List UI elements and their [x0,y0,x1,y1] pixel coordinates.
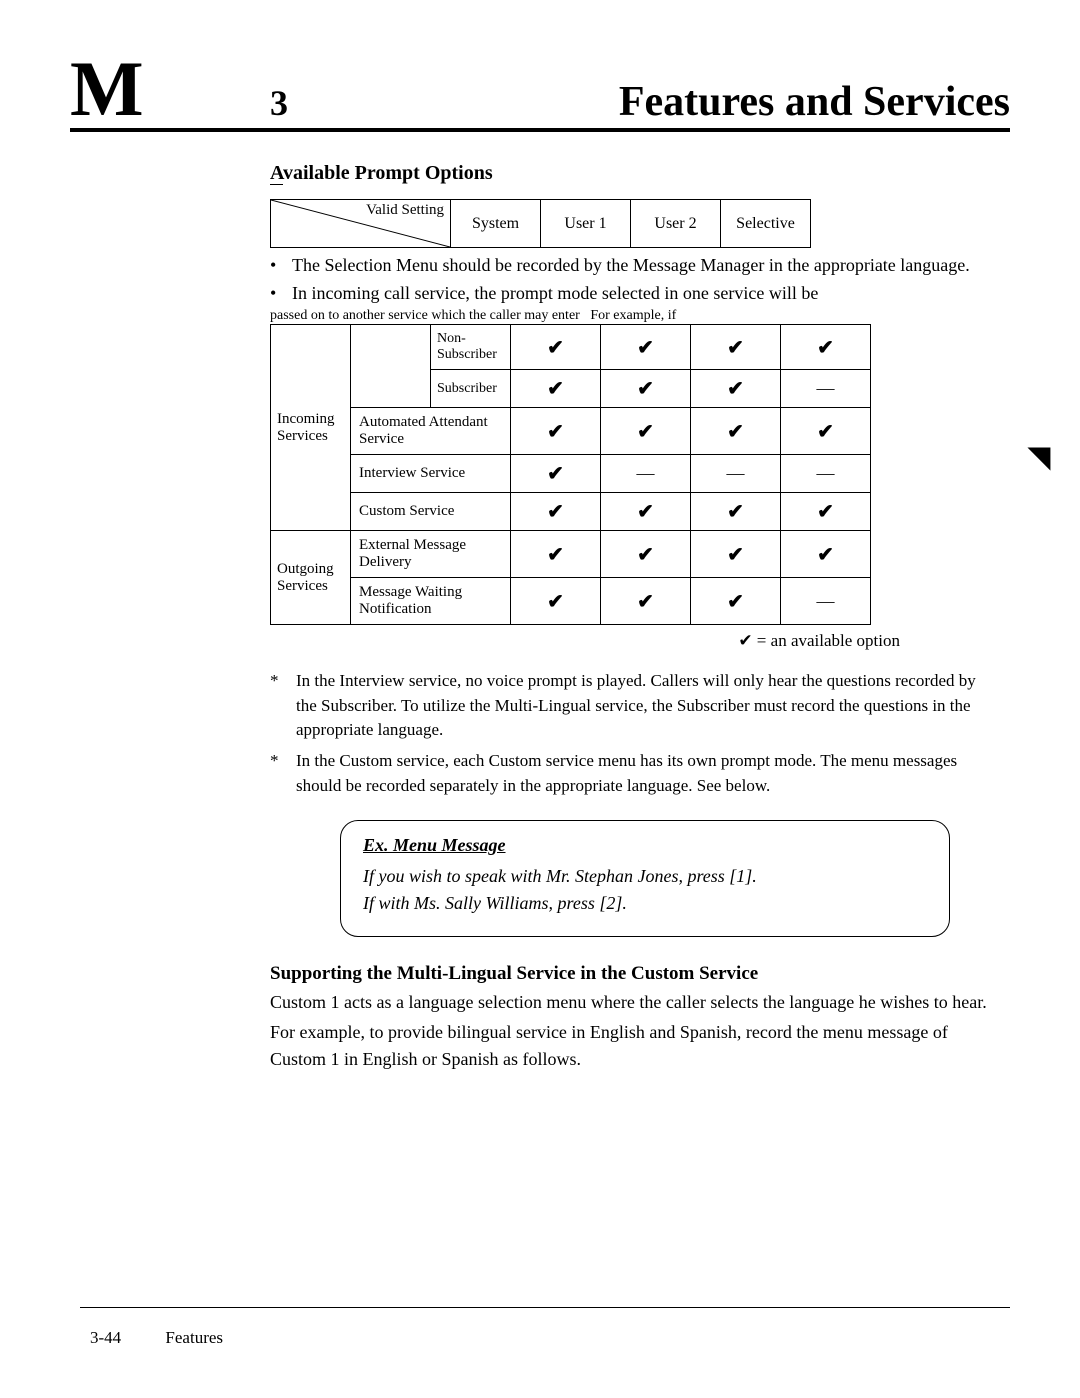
service-cell: Custom Service [351,493,511,531]
options-table-body: Incoming Services Non-Subscriber ✔ ✔ ✔ ✔… [270,324,871,625]
value-cell: ✔ [511,408,601,455]
bullet-item: • In incoming call service, the prompt m… [270,280,1000,306]
value-cell: ✔ [511,370,601,408]
diagonal-header-label: Valid Setting [366,202,444,219]
table-row: Outgoing Services External Message Deliv… [271,531,871,578]
footnote-item: * In the Custom service, each Custom ser… [270,749,1000,798]
table-row: Custom Service ✔ ✔ ✔ ✔ [271,493,871,531]
value-cell: — [781,455,871,493]
bullet-dot-icon: • [270,280,282,306]
value-cell: ✔ [691,325,781,370]
bullet-text: The Selection Menu should be recorded by… [292,252,970,278]
paragraph: For example, to provide bilingual servic… [270,1019,1000,1071]
col-header: User 2 [631,200,721,248]
partial-occluded-line: passed on to another service which the c… [270,308,1000,324]
section-title-underlined-letter: A [270,162,283,185]
footnotes: * In the Interview service, no voice pro… [270,669,1000,798]
bullet-item: • The Selection Menu should be recorded … [270,252,1000,278]
value-cell: ✔ [691,578,781,625]
margin-mark-icon: ◥ [1028,440,1050,474]
value-cell: ✔ [691,531,781,578]
section-title: Available Prompt Options [270,162,1000,185]
subscriber-type-cell: Non-Subscriber [431,325,511,370]
section-title-rest: vailable Prompt Options [283,162,493,184]
service-cell: Message Waiting Notification [351,578,511,625]
subscriber-type-cell: Subscriber [431,370,511,408]
chapter-title: Features and Services [619,78,1010,126]
service-cell: Interview Service [351,455,511,493]
table-row: Message Waiting Notification ✔ ✔ ✔ — [271,578,871,625]
footnote-text: In the Interview service, no voice promp… [296,669,1000,743]
value-cell: ✔ [601,370,691,408]
value-cell: ✔ [601,493,691,531]
table-header-row: Valid Setting System User 1 User 2 Selec… [271,200,811,248]
value-cell: ✔ [601,325,691,370]
table-row: Interview Service ✔ — — — [271,455,871,493]
example-box: Ex. Menu Message If you wish to speak wi… [340,820,950,937]
diagonal-header-cell: Valid Setting [271,200,451,248]
footer-rule [80,1307,1010,1308]
value-cell: ✔ [781,408,871,455]
table-row: Incoming Services Non-Subscriber ✔ ✔ ✔ ✔ [271,325,871,370]
paragraph: Custom 1 acts as a language selection me… [270,989,1000,1015]
footnote-text: In the Custom service, each Custom servi… [296,749,1000,798]
category-cell: Incoming Services [271,325,351,531]
value-cell: ✔ [511,531,601,578]
content-area: Available Prompt Options Valid Setting S… [270,162,1000,1072]
example-title: Ex. Menu Message [363,835,927,856]
bullet-list: • The Selection Menu should be recorded … [270,252,1000,306]
footer-label: Features [165,1328,223,1347]
value-cell: — [601,455,691,493]
col-header: System [451,200,541,248]
asterisk-icon: * [270,749,286,798]
chapter-number: 3 [270,82,288,124]
page-header: M 3 Features and Services [70,50,1010,132]
value-cell: — [781,370,871,408]
value-cell: ✔ [781,325,871,370]
value-cell: ✔ [691,408,781,455]
col-header: User 1 [541,200,631,248]
value-cell: ✔ [781,493,871,531]
table-row: Automated Attendant Service ✔ ✔ ✔ ✔ [271,408,871,455]
value-cell: ✔ [511,578,601,625]
table-legend: ✔ = an available option [270,631,1000,651]
value-cell: ✔ [601,578,691,625]
service-cell: External Message Delivery [351,531,511,578]
value-cell: ✔ [511,325,601,370]
value-cell: ✔ [601,531,691,578]
page-footer: 3-44 Features [90,1328,223,1348]
logo-letter: M [70,50,270,128]
example-line: If you wish to speak with Mr. Stephan Jo… [363,866,927,887]
subsection-title: Supporting the Multi-Lingual Service in … [270,963,1000,985]
page-number: 3-44 [90,1328,121,1347]
value-cell: — [781,578,871,625]
value-cell: — [691,455,781,493]
footnote-item: * In the Interview service, no voice pro… [270,669,1000,743]
bullet-text: In incoming call service, the prompt mod… [292,280,818,306]
bullet-dot-icon: • [270,252,282,278]
value-cell: ✔ [601,408,691,455]
value-cell: ✔ [781,531,871,578]
example-line: If with Ms. Sally Williams, press [2]. [363,893,927,914]
col-header: Selective [721,200,811,248]
value-cell: ✔ [691,493,781,531]
value-cell: ✔ [691,370,781,408]
service-cell: Automated Attendant Service [351,408,511,455]
asterisk-icon: * [270,669,286,743]
service-cell-blank [351,325,431,408]
value-cell: ✔ [511,493,601,531]
category-cell: Outgoing Services [271,531,351,625]
value-cell: ✔ [511,455,601,493]
options-table: Valid Setting System User 1 User 2 Selec… [270,199,811,248]
